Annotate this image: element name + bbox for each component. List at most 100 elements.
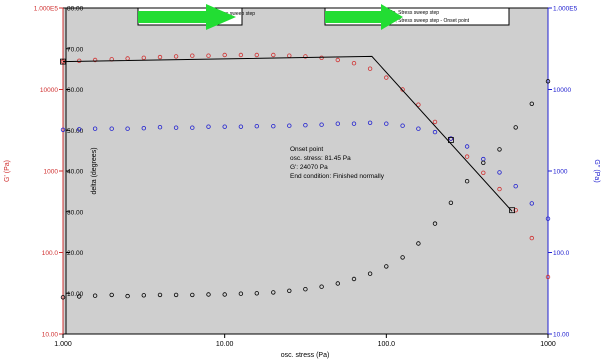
legend-entry: ...-5o, Stress sweep step [384, 10, 439, 16]
x-tick-label: 1.000 [54, 341, 72, 348]
left-point [319, 55, 324, 60]
left-point [271, 52, 276, 58]
delta-point [400, 255, 405, 260]
right-point [76, 127, 82, 132]
delta-point [238, 291, 244, 296]
right-point [497, 170, 502, 175]
right-point [109, 126, 114, 131]
delta-point [448, 200, 454, 205]
delta-point [367, 271, 373, 276]
left-point [351, 61, 357, 66]
right-point [125, 126, 130, 131]
delta-point [432, 221, 438, 226]
left-tick-label: 10.00 [42, 332, 59, 339]
right-point [513, 183, 518, 189]
left-point [206, 53, 211, 58]
right-point [367, 120, 373, 125]
right-point [384, 121, 389, 126]
right-point [254, 123, 259, 129]
delta-point [141, 293, 146, 298]
delta-tick-label: 70.00 [67, 46, 84, 53]
delta-axis-label: delta (degrees) [91, 147, 98, 194]
annotation-line: G': 24070 Pa [290, 164, 328, 171]
left-tick-label: 1000 [44, 169, 59, 176]
left-point [481, 170, 486, 175]
left-point [335, 57, 340, 63]
delta-point [545, 79, 551, 84]
delta-tick-label: 80.00 [67, 6, 84, 13]
delta-tick-label: 10.00 [67, 291, 84, 298]
right-axis-ticks: 10.00 100.0 1000 10000 1.000E5 [548, 6, 578, 339]
left-tick-label: 1.000E5 [34, 6, 59, 13]
left-point [238, 52, 244, 58]
delta-tick-label: 40.00 [67, 169, 84, 176]
left-point [367, 66, 373, 71]
right-point [545, 216, 551, 221]
left-point [529, 235, 534, 241]
x-axis-ticks: 1.000 10.00 100.0 1000 [54, 334, 556, 348]
series-layer [60, 52, 551, 300]
right-point [222, 124, 227, 129]
annotation-line: osc. stress: 81.45 Pa [290, 155, 351, 162]
legend-entry: ...-5o, Stress sweep step - Onset point [384, 18, 470, 24]
right-point [190, 125, 195, 130]
delta-point [222, 292, 227, 297]
arrow-icon [325, 4, 403, 30]
x-axis-label: osc. stress (Pa) [281, 352, 330, 359]
delta-point [60, 295, 66, 300]
left-point [464, 154, 470, 159]
right-tick-label: 10.00 [553, 332, 570, 339]
delta-point [481, 160, 486, 165]
left-point [400, 87, 405, 92]
right-point [400, 123, 405, 128]
left-tick-label: 10000 [40, 87, 58, 94]
right-point [271, 123, 276, 129]
delta-point [254, 291, 259, 296]
right-point [173, 125, 179, 130]
right-point [416, 126, 421, 131]
left-point [254, 52, 259, 58]
annotation-line: Onset point [290, 146, 323, 153]
left-point [157, 54, 163, 60]
delta-point [206, 292, 211, 297]
delta-point [125, 293, 130, 299]
x-tick-label: 100.0 [378, 341, 396, 348]
left-point [432, 119, 438, 125]
plot-area [62, 7, 549, 335]
right-point [157, 124, 163, 130]
x-tick-label: 10.00 [216, 341, 234, 348]
delta-point [497, 147, 502, 152]
right-tick-label: 1000 [553, 169, 568, 176]
right-point [92, 126, 98, 131]
delta-point [271, 290, 276, 295]
onset-marker [60, 58, 66, 65]
delta-point [529, 101, 534, 106]
delta-point [416, 241, 421, 246]
right-tick-label: 10000 [553, 87, 571, 94]
annotation-line: End condition: Finished normally [290, 173, 385, 180]
delta-point [287, 288, 292, 293]
left-point [141, 55, 146, 60]
right-tick-label: 1.000E5 [553, 6, 578, 13]
right-point [464, 144, 470, 149]
right-point [448, 136, 454, 141]
right-point [206, 124, 211, 129]
right-point [238, 124, 244, 129]
onset-marker [509, 207, 516, 214]
right-point [351, 121, 357, 126]
onset-fit-line [62, 55, 513, 212]
delta-point [173, 292, 179, 298]
right-point [529, 201, 534, 206]
delta-point [303, 287, 308, 292]
left-point [173, 54, 179, 59]
delta-axis-ticks: 10.00 20.00 30.00 40.00 50.00 60.00 70.00 80.00 [66, 6, 84, 335]
delta-point [513, 125, 518, 130]
delta-point [109, 292, 114, 298]
right-point [303, 122, 308, 128]
left-point [416, 102, 421, 107]
delta-point [464, 178, 470, 184]
arrow-icon [138, 4, 236, 30]
left-point [384, 75, 389, 80]
delta-point [76, 294, 82, 299]
delta-point [384, 264, 389, 269]
